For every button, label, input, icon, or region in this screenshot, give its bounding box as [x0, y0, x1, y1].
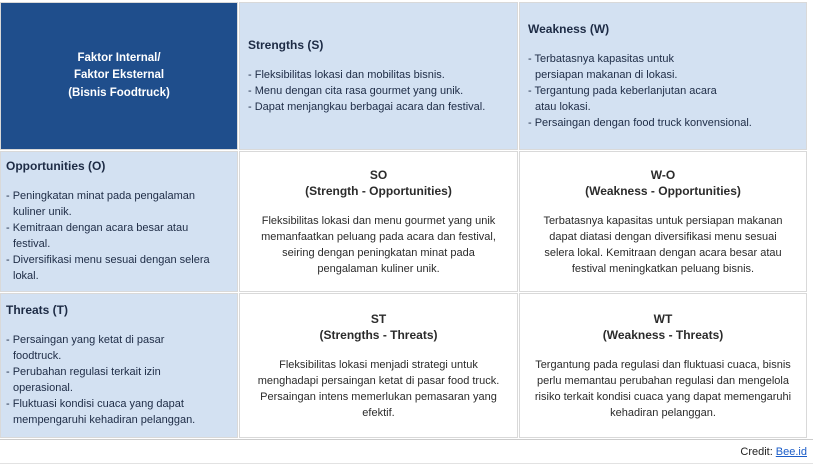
- credit-label: Credit:: [740, 445, 773, 458]
- wo-strategy-cell: W-O (Weakness - Opportunities) Terbatasn…: [520, 152, 806, 291]
- bullet-item: - Dapat menjangkau berbagai acara dan fe…: [248, 100, 486, 113]
- wt-strategy-cell: WT (Weakness - Threats) Tergantung pada …: [520, 294, 806, 437]
- weakness-list: - Terbatasnya kapasitas untuk persiapan …: [528, 51, 800, 131]
- st-strategy-cell: ST (Strengths - Threats) Fleksibilitas l…: [240, 294, 517, 437]
- st-strategy-subtitle: (Strengths - Threats): [319, 327, 438, 342]
- factor-header-cell: Faktor Internal/ Faktor Eksternal (Bisni…: [1, 3, 237, 149]
- so-strategy-subtitle: (Strength - Opportunities): [305, 183, 452, 198]
- wo-strategy-code: W-O: [650, 167, 676, 182]
- threats-list: - Persaingan yang ketat di pasar foodtru…: [6, 332, 233, 428]
- strengths-list: - Fleksibilitas lokasi dan mobilitas bis…: [248, 67, 511, 115]
- bullet-item: - Diversifikasi menu sesuai dengan seler…: [6, 254, 210, 282]
- so-strategy-code: SO: [369, 167, 388, 182]
- bullet-item: - Peningkatan minat pada pengalaman kuli…: [6, 190, 195, 218]
- weakness-cell: Weakness (W) - Terbatasnya kapasitas unt…: [520, 3, 806, 149]
- bullet-item: - Perubahan regulasi terkait izin operas…: [6, 366, 161, 394]
- bullet-item: - Fluktuasi kondisi cuaca yang dapat mem…: [6, 398, 196, 426]
- bullet-item: - Menu dengan cita rasa gourmet yang uni…: [248, 84, 464, 97]
- swot-table: Faktor Internal/ Faktor Eksternal (Bisni…: [1, 3, 806, 437]
- wo-strategy-subtitle: (Weakness - Opportunities): [585, 183, 741, 198]
- bullet-item: - Tergantung pada keberlanjutan acara at…: [528, 84, 717, 113]
- credit-bar: Credit: Bee.id: [0, 439, 813, 464]
- threats-cell: Threats (T) - Persaingan yang ketat di p…: [1, 294, 237, 437]
- so-strategy-heading: SO (Strength - Opportunities): [248, 167, 509, 199]
- wt-strategy-body: Tergantung pada regulasi dan fluktuasi c…: [534, 358, 792, 419]
- st-strategy-heading: ST (Strengths - Threats): [248, 311, 509, 343]
- bullet-item: - Persaingan yang ketat di pasar foodtru…: [6, 334, 165, 362]
- credit-link[interactable]: Bee.id: [775, 445, 807, 458]
- st-strategy-code: ST: [370, 311, 387, 326]
- opportunities-title: Opportunities (O): [6, 159, 106, 173]
- opportunities-cell: Opportunities (O) - Peningkatan minat pa…: [1, 152, 237, 291]
- st-strategy-body: Fleksibilitas lokasi menjadi strategi un…: [257, 358, 500, 419]
- so-strategy-cell: SO (Strength - Opportunities) Fleksibili…: [240, 152, 517, 291]
- wt-strategy-code: WT: [653, 311, 673, 326]
- opportunities-list: - Peningkatan minat pada pengalaman kuli…: [6, 188, 233, 284]
- bullet-item: - Kemitraan dengan acara besar atau fest…: [6, 222, 189, 250]
- wt-strategy-heading: WT (Weakness - Threats): [528, 311, 798, 343]
- bullet-item: - Terbatasnya kapasitas untuk persiapan …: [528, 52, 678, 81]
- bullet-item: - Fleksibilitas lokasi dan mobilitas bis…: [248, 68, 445, 81]
- strengths-title: Strengths (S): [248, 37, 324, 52]
- bullet-item: - Persaingan dengan food truck konvensio…: [528, 116, 752, 129]
- threats-title: Threats (T): [6, 303, 69, 317]
- weakness-title: Weakness (W): [528, 21, 610, 36]
- swot-matrix-page: Faktor Internal/ Faktor Eksternal (Bisni…: [0, 3, 813, 465]
- factor-header-text: Faktor Internal/ Faktor Eksternal (Bisni…: [68, 52, 170, 99]
- wo-strategy-body: Terbatasnya kapasitas untuk persiapan ma…: [543, 214, 783, 275]
- wo-strategy-heading: W-O (Weakness - Opportunities): [528, 167, 798, 199]
- strengths-cell: Strengths (S) - Fleksibilitas lokasi dan…: [240, 3, 517, 149]
- so-strategy-body: Fleksibilitas lokasi dan menu gourmet ya…: [261, 214, 496, 275]
- wt-strategy-subtitle: (Weakness - Threats): [602, 327, 724, 342]
